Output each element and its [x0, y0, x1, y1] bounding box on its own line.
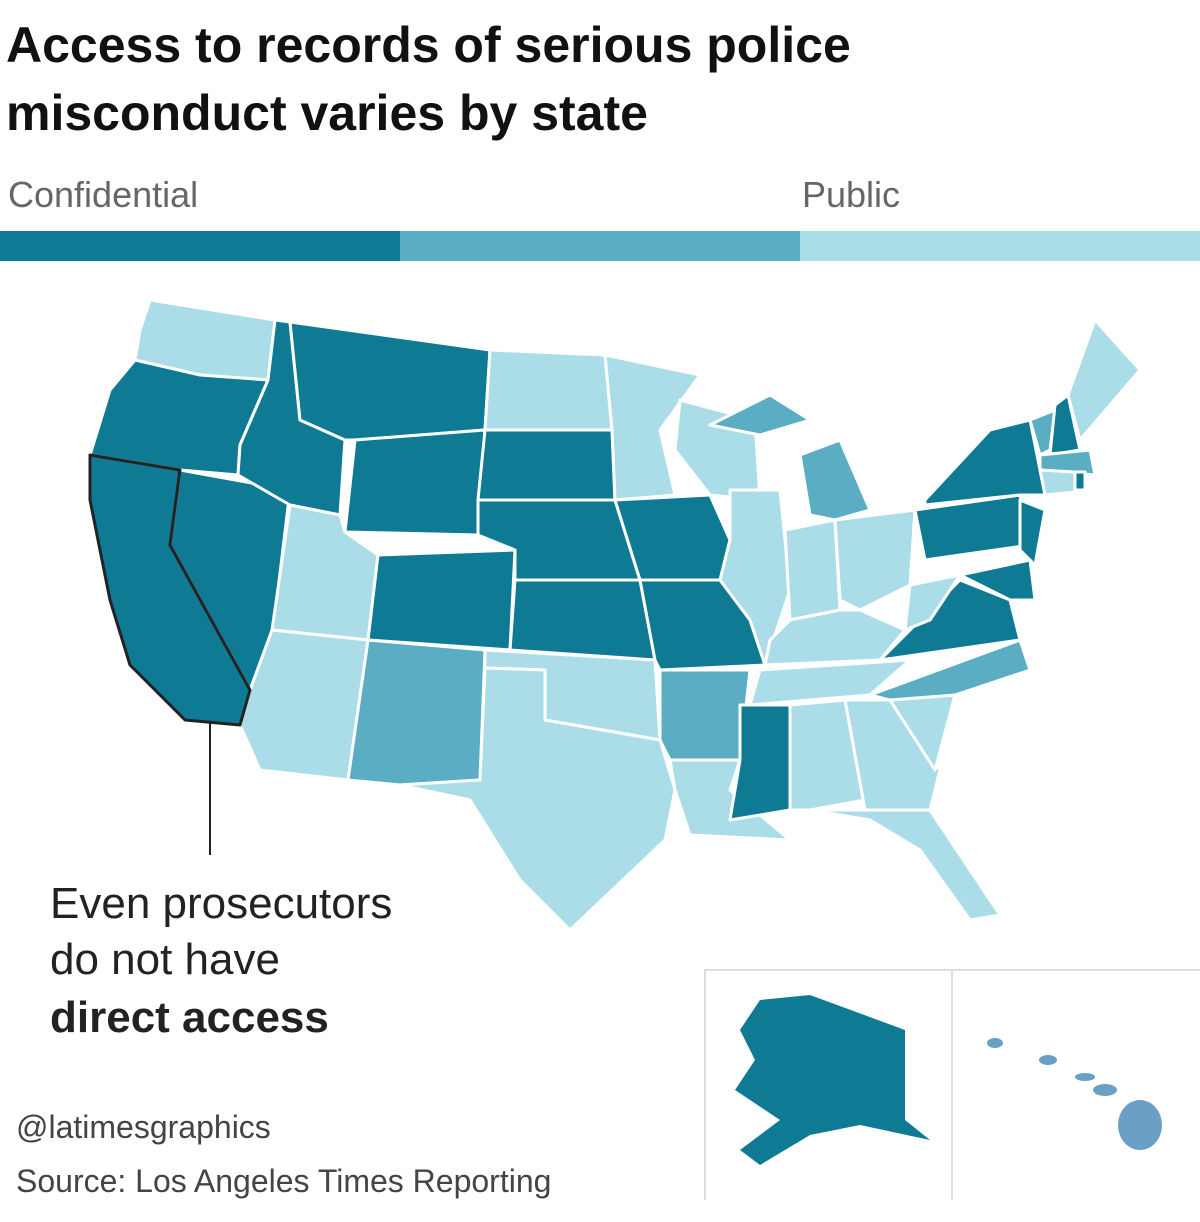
state — [343, 428, 487, 537]
state — [718, 488, 792, 667]
legend-label: Confidential — [8, 174, 198, 215]
state — [603, 353, 702, 502]
state — [1066, 318, 1142, 442]
annotation: direct access — [50, 993, 329, 1042]
state — [708, 393, 812, 437]
source: Source: Los Angeles Times Reporting — [16, 1163, 551, 1199]
state — [1038, 468, 1077, 497]
state — [398, 666, 677, 932]
legend-swatch — [800, 231, 1200, 261]
state — [346, 638, 487, 787]
state-map — [88, 298, 1142, 932]
inset-islands — [987, 1038, 1162, 1150]
state — [1038, 448, 1097, 477]
state — [366, 548, 517, 652]
inset-frame — [704, 969, 1200, 1200]
state — [763, 608, 907, 667]
state — [798, 438, 872, 522]
state — [288, 320, 492, 442]
state — [728, 703, 792, 822]
state — [958, 558, 1037, 602]
inset-state — [735, 995, 930, 1165]
state — [788, 698, 867, 812]
state — [833, 508, 917, 612]
legend-swatch — [400, 231, 800, 261]
annotation: Even prosecutors — [50, 879, 392, 928]
title-line: Access to records of serious police — [6, 17, 851, 73]
title-line: misconduct varies by state — [6, 85, 648, 141]
state — [868, 638, 1032, 702]
state — [843, 698, 942, 812]
credit: @latimesgraphics — [16, 1109, 271, 1145]
state — [476, 428, 617, 502]
state — [1018, 498, 1047, 567]
highlight-state — [88, 453, 252, 727]
state — [658, 668, 752, 762]
state — [508, 578, 657, 662]
state — [783, 518, 842, 622]
legend-swatch — [0, 231, 400, 261]
annotation: do not have — [50, 935, 280, 984]
state — [808, 808, 1002, 922]
state — [1073, 470, 1087, 492]
state — [923, 418, 1047, 507]
state — [483, 348, 614, 432]
legend-label: Public — [802, 174, 900, 215]
